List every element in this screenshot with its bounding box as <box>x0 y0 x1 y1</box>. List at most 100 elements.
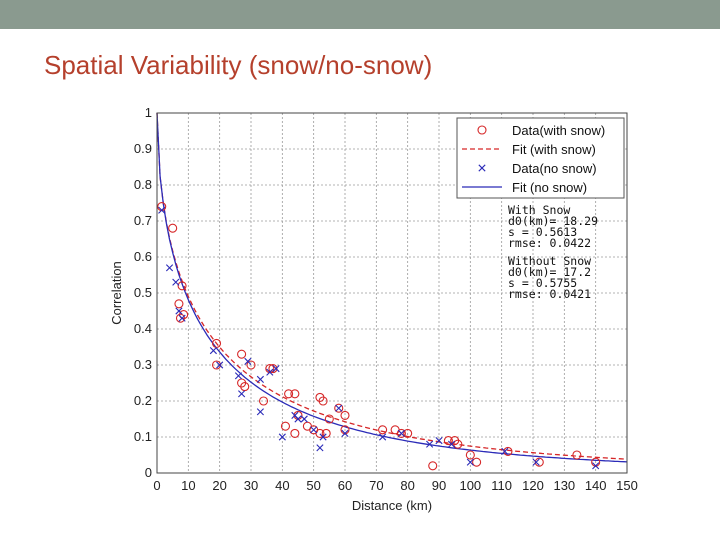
data-point-with_snow <box>177 281 187 291</box>
data-point-with_snow <box>280 421 291 431</box>
data-point-with_snow <box>168 223 178 233</box>
data-point-no_snow <box>592 462 600 470</box>
data-point-no_snow <box>266 368 274 376</box>
x-tick-label: 80 <box>400 478 414 493</box>
data-points <box>157 202 601 471</box>
data-point-no_snow <box>319 433 327 441</box>
slide-title: Spatial Variability (snow/no-snow) <box>44 50 433 80</box>
stats-with-snow: With Snow d0(km)= 18.29 s = 0.5613 rmse:… <box>508 203 598 250</box>
data-point-no_snow <box>256 375 264 383</box>
stats-no-snow-title: Without Snow <box>508 254 591 268</box>
data-point-with_snow <box>534 457 544 467</box>
data-point-no_snow <box>244 357 252 365</box>
x-tick-label: 110 <box>491 478 512 493</box>
data-point-no_snow <box>447 440 456 448</box>
y-tick-label: 0.2 <box>134 393 152 408</box>
data-point-no_snow <box>426 440 434 448</box>
x-tick-label: 10 <box>181 478 195 493</box>
data-point-with_snow <box>315 428 325 438</box>
data-point-with_snow <box>443 436 453 446</box>
stats-with-snow-d0: d0(km)= 18.29 <box>508 214 598 228</box>
data-point-no_snow <box>158 206 166 214</box>
data-point-with_snow <box>179 310 189 320</box>
data-point-with_snow <box>290 428 300 438</box>
data-point-no_snow <box>335 404 343 412</box>
data-point-no_snow <box>216 361 224 369</box>
x-tick-label: 120 <box>522 478 544 493</box>
data-point-no_snow <box>397 429 405 437</box>
x-tick-label: 30 <box>244 478 258 493</box>
data-point-with_snow <box>572 450 582 460</box>
data-point-no_snow <box>238 390 246 398</box>
legend-label: Data(no snow) <box>512 161 597 176</box>
data-point-no_snow <box>294 415 302 423</box>
stats-with-snow-title: With Snow <box>508 203 570 217</box>
data-point-no_snow <box>272 365 280 373</box>
legend-label: Data(with snow) <box>512 123 605 138</box>
data-point-no_snow <box>310 426 318 434</box>
x-axis-label: Distance (km) <box>352 498 432 513</box>
data-point-with_snow <box>378 425 388 435</box>
stats-no-snow-rmse: rmse: 0.0421 <box>508 287 591 301</box>
y-tick-label: 1 <box>145 105 152 120</box>
data-point-with_snow <box>453 439 463 449</box>
data-point-with_snow <box>318 396 328 406</box>
data-point-no_snow <box>341 429 349 437</box>
data-point-no_snow <box>278 433 286 441</box>
data-point-no_snow <box>256 408 264 416</box>
y-tick-label: 0.9 <box>134 141 152 156</box>
data-point-with_snow <box>268 364 278 374</box>
data-point-with_snow <box>284 389 294 399</box>
data-point-with_snow <box>503 446 513 456</box>
data-point-with_snow <box>396 428 406 438</box>
header-bar <box>0 0 720 29</box>
data-point-with_snow <box>334 403 344 413</box>
x-tick-label: 150 <box>616 478 638 493</box>
y-tick-label: 0.6 <box>134 249 152 264</box>
data-point-with_snow <box>211 360 222 370</box>
data-point-no_snow <box>165 264 174 272</box>
y-tick-label: 0.3 <box>134 357 152 372</box>
data-point-with_snow <box>290 389 300 399</box>
data-point-with_snow <box>403 428 413 438</box>
x-tick-label: 90 <box>432 478 446 493</box>
legend-label: Fit (with snow) <box>512 142 596 157</box>
fit-curve-no_snow <box>156 112 628 463</box>
x-tick-label: 40 <box>275 478 289 493</box>
fit-curves <box>156 112 628 463</box>
data-point-with_snow <box>472 457 482 467</box>
data-point-with_snow <box>174 299 184 309</box>
data-point-no_snow <box>300 415 308 423</box>
x-tick-label: 100 <box>459 478 481 493</box>
data-point-no_snow <box>532 458 540 466</box>
data-point-with_snow <box>321 428 331 438</box>
x-tick-label: 50 <box>306 478 320 493</box>
y-tick-label: 0.8 <box>134 177 152 192</box>
legend-label: Fit (no snow) <box>512 180 587 195</box>
data-point-no_snow <box>316 444 324 452</box>
data-point-no_snow <box>178 314 186 322</box>
data-point-no_snow <box>175 307 183 315</box>
legend-symbol-x <box>478 164 486 172</box>
data-point-with_snow <box>428 461 438 471</box>
tick-labels: 0 10 20 30 40 50 60 70 80 90 100 110 120 130 140 150 0 0.… <box>134 105 638 493</box>
data-point-with_snow <box>237 349 247 359</box>
y-axis-label: Correlation <box>109 261 124 325</box>
y-tick-label: 0.4 <box>134 321 152 336</box>
data-point-no_snow <box>501 447 509 455</box>
x-tick-label: 130 <box>553 478 575 493</box>
y-tick-label: 0 <box>145 465 152 480</box>
stats-no-snow-d0: d0(km)= 17.2 <box>508 265 591 279</box>
fit-curve-with_snow <box>156 112 628 460</box>
x-tick-label: 20 <box>212 478 226 493</box>
x-tick-label: 60 <box>338 478 352 493</box>
stats-with-snow-rmse: rmse: 0.0422 <box>508 236 591 250</box>
y-tick-label: 0.1 <box>134 429 152 444</box>
plot-frame <box>156 112 628 474</box>
stats-no-snow-s: s = 0.5755 <box>508 276 577 290</box>
y-tick-label: 0.7 <box>134 213 152 228</box>
legend-symbol-circle <box>477 125 487 135</box>
stats-with-snow-s: s = 0.5613 <box>508 225 577 239</box>
data-point-with_snow <box>246 360 256 370</box>
